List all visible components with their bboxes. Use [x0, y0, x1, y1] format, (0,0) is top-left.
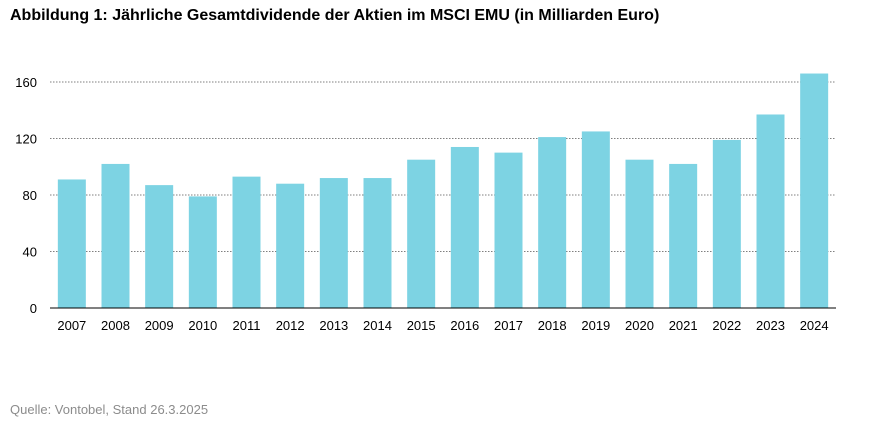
- y-tick-label: 160: [15, 75, 37, 90]
- y-tick-label: 120: [15, 132, 37, 147]
- bar-2015: [407, 159, 436, 308]
- bar-2008: [101, 163, 130, 308]
- x-tick-label: 2019: [581, 318, 610, 333]
- source-note: Quelle: Vontobel, Stand 26.3.2025: [10, 402, 209, 417]
- bar-2007: [57, 179, 86, 308]
- bars: [57, 73, 829, 309]
- x-tick-label: 2008: [101, 318, 130, 333]
- x-tick-label: 2021: [669, 318, 698, 333]
- y-tick-label: 0: [30, 301, 37, 316]
- chart-title: Abbildung 1: Jährliche Gesamtdividende d…: [10, 7, 660, 24]
- x-tick-label: 2016: [450, 318, 479, 333]
- x-tick-label: 2020: [625, 318, 654, 333]
- bar-2022: [712, 139, 741, 308]
- x-tick-label: 2017: [494, 318, 523, 333]
- bar-2018: [538, 137, 567, 308]
- x-tick-label: 2012: [276, 318, 305, 333]
- x-tick-label: 2013: [319, 318, 348, 333]
- bar-2013: [319, 178, 348, 308]
- bar-2012: [276, 183, 305, 308]
- x-tick-label: 2018: [538, 318, 567, 333]
- bar-2017: [494, 152, 523, 308]
- bar-2011: [232, 176, 261, 308]
- x-tick-label: 2011: [233, 318, 261, 333]
- bar-2016: [450, 146, 479, 308]
- x-tick-label: 2007: [57, 318, 86, 333]
- bar-2014: [363, 178, 392, 308]
- x-tick-label: 2010: [188, 318, 217, 333]
- bar-2009: [145, 185, 174, 308]
- x-tick-label: 2024: [800, 318, 829, 333]
- bar-2020: [625, 159, 654, 308]
- bar-2021: [669, 163, 698, 308]
- y-tick-label: 40: [23, 245, 37, 260]
- bar-2019: [581, 131, 610, 308]
- y-tick-label: 80: [23, 188, 37, 203]
- x-tick-labels: 2007 2008 2009 2010 2011 2012 2013 2014 2015 2016…: [57, 318, 828, 333]
- x-tick-label: 2022: [712, 318, 741, 333]
- x-tick-label: 2015: [407, 318, 436, 333]
- bar-2023: [756, 114, 785, 308]
- y-tick-labels: 0 40 80 120 160: [15, 75, 37, 316]
- x-tick-label: 2009: [145, 318, 174, 333]
- bar-2024: [800, 73, 829, 309]
- bar-2010: [188, 196, 217, 308]
- x-tick-label: 2023: [756, 318, 785, 333]
- x-tick-label: 2014: [363, 318, 392, 333]
- grid-lines: [50, 81, 836, 252]
